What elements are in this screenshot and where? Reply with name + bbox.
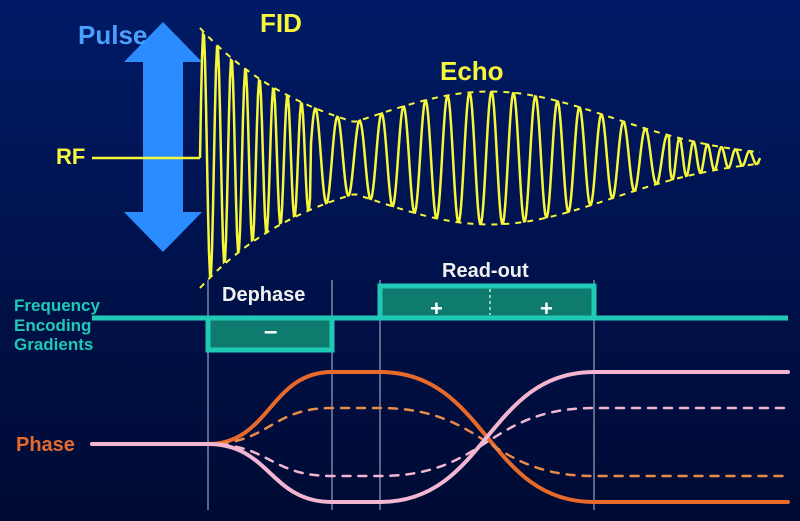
phase-label: Phase <box>16 434 75 457</box>
dephase-label: Dephase <box>222 284 305 307</box>
rf-label: RF <box>56 144 85 170</box>
echo-label: Echo <box>440 56 504 87</box>
mri-pulse-sequence-diagram: Pulse FID Echo RF Dephase Read-out – + +… <box>0 0 800 521</box>
plus-symbol-2: + <box>540 296 553 322</box>
pulse-label: Pulse <box>78 20 147 51</box>
plus-symbol-1: + <box>430 296 443 322</box>
fid-label: FID <box>260 8 302 39</box>
frequency-encoding-gradients-label: FrequencyEncodingGradients <box>14 296 100 355</box>
readout-label: Read-out <box>442 260 529 283</box>
diagram-svg <box>0 0 800 521</box>
minus-symbol: – <box>264 318 277 346</box>
